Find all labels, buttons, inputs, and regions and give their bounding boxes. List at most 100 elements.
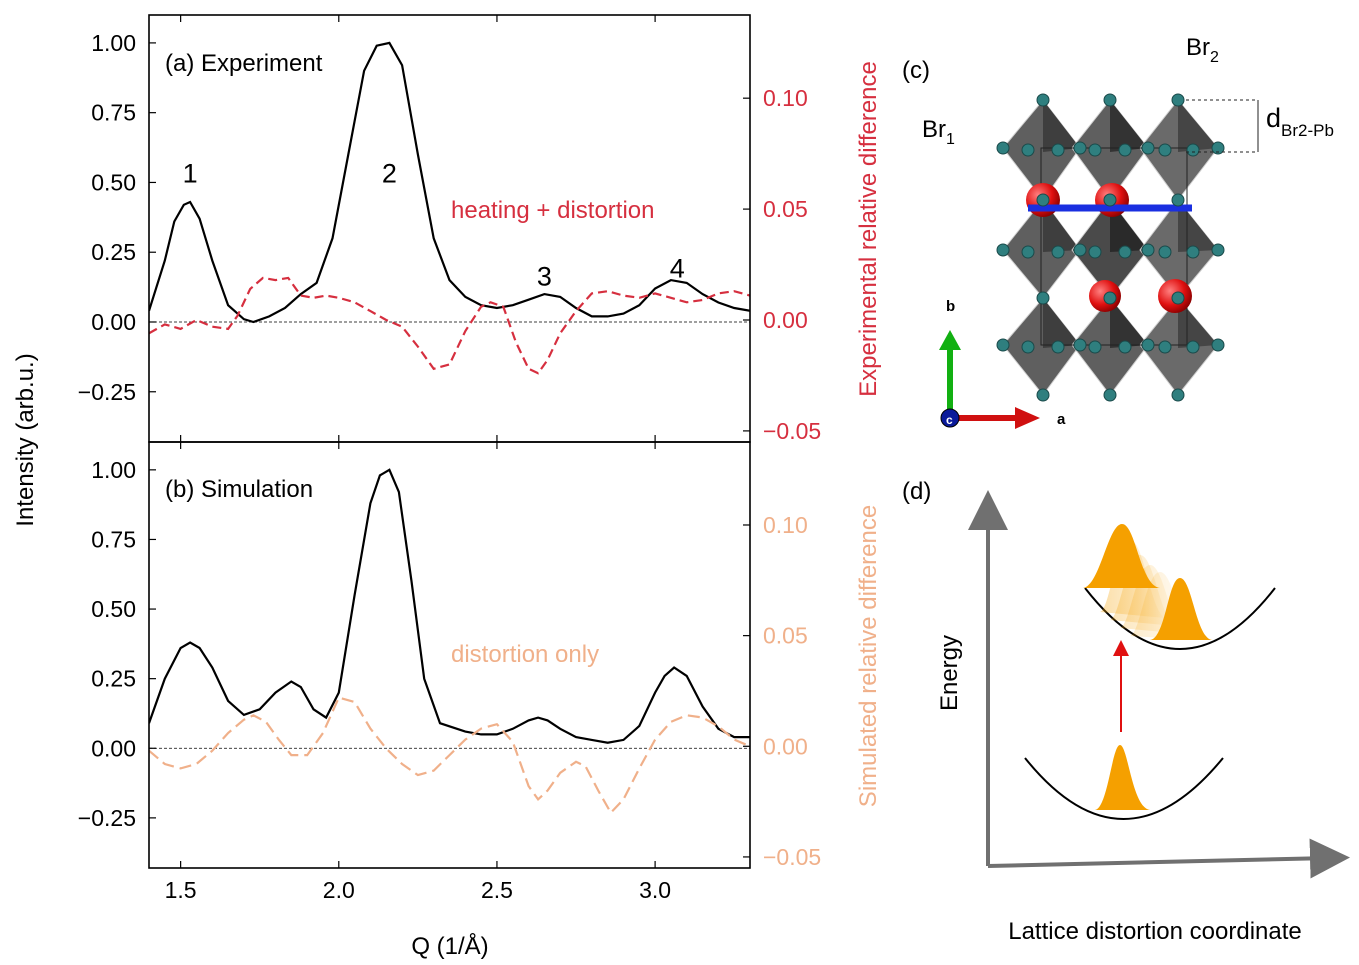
halide-atom	[996, 338, 1010, 352]
octahedron	[1139, 297, 1219, 396]
halide-atom	[1171, 193, 1185, 207]
y-tick-label-left: 0.75	[91, 100, 136, 126]
halide-atom	[1036, 388, 1050, 402]
halide-atom	[1186, 245, 1200, 259]
x-tick-label: 2.5	[481, 877, 513, 903]
difference-line	[149, 696, 750, 815]
plot-area-a: −0.25 0.00 0.25 0.50 0.75 1.00 −0.05 0.00 0.05 0.…	[78, 14, 821, 444]
annotation-b: distortion only	[451, 641, 599, 668]
halide-atom	[1141, 243, 1155, 257]
halide-atom	[1088, 340, 1102, 354]
halide-atom	[1141, 338, 1155, 352]
halide-atom	[1103, 193, 1117, 207]
halide-atom	[1073, 338, 1087, 352]
y-tick-label-left: 0.25	[91, 239, 136, 265]
halide-atom	[1036, 93, 1050, 107]
ground-wavepacket	[1095, 745, 1150, 810]
y-tick-label-right: 0.00	[763, 733, 808, 759]
plot-frame	[148, 441, 751, 869]
difference-line	[149, 276, 750, 375]
halide-atom	[1171, 93, 1185, 107]
intensity-line	[149, 468, 750, 744]
y-tick-label-left: −0.25	[78, 379, 136, 405]
peak-label: 2	[382, 158, 397, 188]
panel-label-d: (d)	[902, 478, 931, 505]
halide-atoms	[996, 93, 1225, 402]
annotation-a: heating + distortion	[451, 197, 654, 224]
halide-atom	[1036, 193, 1050, 207]
halide-atom	[996, 141, 1010, 155]
y-tick-label-left: 1.00	[91, 457, 136, 483]
plot-area-b: 1.5 2.0 2.5 3.0 −0.25 0.00 0.25 0.50 0.75 1.00 −0.…	[78, 441, 821, 903]
axis-a-label: a	[1057, 411, 1066, 428]
halide-atom	[1088, 143, 1102, 157]
right-axis-label-b: Simulated relative difference	[855, 505, 882, 807]
coordinate-label: Lattice distortion coordinate	[1008, 918, 1302, 945]
halide-atom	[1141, 141, 1155, 155]
y-tick-label-right: 0.05	[763, 623, 808, 649]
halide-atom	[1158, 245, 1172, 259]
plot-frame	[148, 14, 751, 443]
c-axis-dot	[940, 408, 960, 428]
halide-atom	[1118, 340, 1132, 354]
y-tick-label-left: 0.25	[91, 666, 136, 692]
x-tick-label: 3.0	[639, 877, 671, 903]
panel-label-c: (c)	[902, 57, 930, 84]
halide-atom	[1073, 141, 1087, 155]
y-tick-label-left: 0.00	[91, 309, 136, 335]
excited-wavepacket-end	[1150, 578, 1212, 640]
halide-atom	[1171, 388, 1185, 402]
axis-c-label: c	[946, 413, 953, 427]
halide-atom	[1103, 388, 1117, 402]
halide-atom	[1051, 245, 1065, 259]
energy-panel: (d) Energy Lattice distortion coordinate	[902, 478, 1350, 945]
y-tick-label-right: 0.05	[763, 196, 808, 222]
halide-atom	[1118, 143, 1132, 157]
halide-atom	[1021, 143, 1035, 157]
right-axis-label-a: Experimental relative difference	[855, 61, 882, 397]
y-tick-label-left: 1.00	[91, 30, 136, 56]
x-axis-label: Q (1/Å)	[411, 932, 488, 960]
panel-label-b: (b) Simulation	[165, 476, 313, 503]
octahedra-grid	[1002, 99, 1219, 396]
x-tick-label: 1.5	[165, 877, 197, 903]
y-tick-label-left: 0.75	[91, 526, 136, 552]
peak-label: 4	[670, 253, 685, 283]
y-tick-label-left: 0.50	[91, 169, 136, 195]
y-tick-label-right: 0.00	[763, 307, 808, 333]
halide-atom	[1088, 245, 1102, 259]
panel-label-a: (a) Experiment	[165, 50, 323, 77]
halide-atom	[1211, 243, 1225, 257]
halide-atom	[1021, 245, 1035, 259]
halide-atom	[1186, 143, 1200, 157]
halide-atom	[1036, 291, 1050, 305]
y-tick-label-right: 0.10	[763, 512, 808, 538]
energy-label: Energy	[936, 635, 963, 711]
excited-wavepacket-start	[1083, 524, 1160, 588]
y-axis-label: Intensity (arb.u.)	[12, 353, 39, 526]
y-tick-label-left: 0.00	[91, 735, 136, 761]
halide-atom	[1171, 291, 1185, 305]
y-tick-label-left: −0.25	[78, 805, 136, 831]
halide-atom	[1211, 338, 1225, 352]
coordinate-axis	[987, 838, 1350, 879]
halide-atom	[1051, 143, 1065, 157]
halide-atom	[1073, 243, 1087, 257]
halide-atom	[1211, 141, 1225, 155]
y-tick-label-left: 0.50	[91, 596, 136, 622]
x-tick-label: 2.0	[323, 877, 355, 903]
halide-atom	[1118, 245, 1132, 259]
structure-panel: (c)	[902, 34, 1334, 429]
halide-atom	[1158, 340, 1172, 354]
peak-label: 1	[183, 158, 198, 188]
halide-atom	[1158, 143, 1172, 157]
distance-label: dBr2-Pb	[1266, 103, 1334, 140]
y-tick-label-right: −0.05	[763, 418, 821, 444]
br2-label: Br2	[1186, 34, 1219, 66]
axis-triad: b a c	[939, 298, 1066, 429]
intensity-line	[149, 41, 750, 324]
halide-atom	[1103, 291, 1117, 305]
unit-cell	[1040, 147, 1188, 346]
halide-atom	[1103, 93, 1117, 107]
panel-b: 1.5 2.0 2.5 3.0 −0.25 0.00 0.25 0.50 0.75 1.00 −0.…	[78, 441, 882, 903]
